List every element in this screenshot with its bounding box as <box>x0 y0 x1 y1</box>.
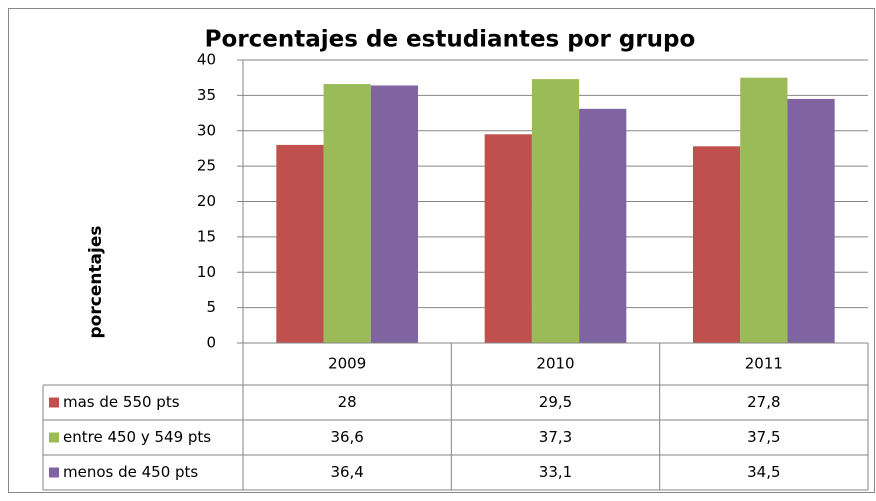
table-value: 37,3 <box>539 428 572 446</box>
bar <box>276 144 324 343</box>
table-value: 27,8 <box>747 393 780 411</box>
bar <box>787 98 835 343</box>
legend-label: entre 450 y 549 pts <box>63 428 211 446</box>
y-tick-label: 20 <box>197 192 216 210</box>
table-value: 36,6 <box>330 428 363 446</box>
y-tick-label: 15 <box>197 227 216 245</box>
table-value: 34,5 <box>747 463 780 481</box>
table-value: 28 <box>338 393 357 411</box>
legend-label: menos de 450 pts <box>63 463 198 481</box>
table-value: 37,5 <box>747 428 780 446</box>
y-tick-label: 30 <box>197 121 216 139</box>
x-tick-label: 2011 <box>745 355 783 373</box>
bar <box>484 134 532 343</box>
bar <box>740 77 788 343</box>
bar <box>323 84 371 344</box>
legend-label: mas de 550 pts <box>63 393 180 411</box>
legend-key <box>49 432 59 443</box>
bar <box>579 108 627 343</box>
y-axis-label: porcentajes <box>86 225 106 338</box>
y-tick-label: 40 <box>197 51 216 69</box>
legend-key <box>49 397 59 408</box>
table-value: 29,5 <box>539 393 572 411</box>
x-tick-label: 2009 <box>328 355 366 373</box>
y-tick-label: 35 <box>197 86 216 104</box>
bar <box>370 85 418 343</box>
chart-title: Porcentajes de estudiantes por grupo <box>205 27 696 53</box>
legend-key <box>49 467 59 478</box>
y-tick-label: 10 <box>197 263 216 281</box>
bar <box>531 79 580 343</box>
y-tick-label: 5 <box>206 298 216 316</box>
table-value: 33,1 <box>539 463 572 481</box>
x-tick-label: 2010 <box>536 355 574 373</box>
bar <box>693 146 741 343</box>
table-value: 36,4 <box>330 463 363 481</box>
y-tick-label: 25 <box>197 157 216 175</box>
y-tick-label: 0 <box>206 334 216 352</box>
